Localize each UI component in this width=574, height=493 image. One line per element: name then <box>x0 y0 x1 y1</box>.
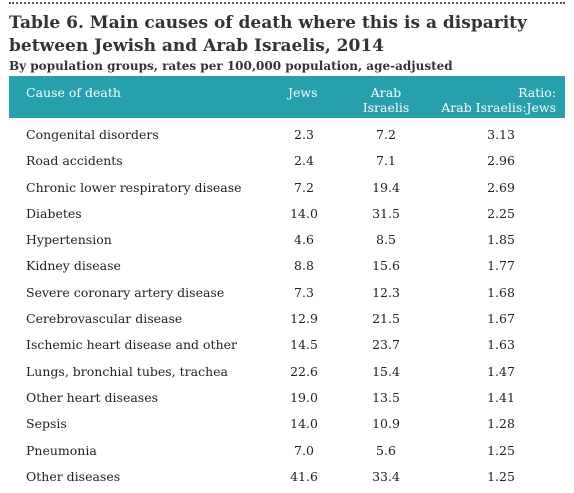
column-header-cause: Cause of death <box>26 85 121 100</box>
cell-ratio: 2.96 <box>487 153 515 169</box>
cell-jews-rate: 41.6 <box>290 468 318 484</box>
table-row: Other diseases 41.6 33.4 1.25 <box>9 463 565 489</box>
cell-ratio: 1.41 <box>487 389 515 405</box>
cell-ratio: 1.25 <box>487 468 515 484</box>
cell-cause: Ischemic heart disease and other <box>26 337 237 353</box>
cell-jews-rate: 12.9 <box>290 311 318 327</box>
cell-jews-rate: 2.4 <box>294 153 314 169</box>
table-row: Ischemic heart disease and other 14.5 23.7… <box>9 331 565 357</box>
cell-ratio: 3.13 <box>487 127 515 142</box>
cell-jews-rate: 7.2 <box>294 179 314 195</box>
cell-ratio: 1.25 <box>487 442 515 458</box>
cell-jews-rate: 14.0 <box>290 205 318 221</box>
cell-cause: Kidney disease <box>26 258 121 274</box>
cell-arab-rate: 15.6 <box>372 258 400 274</box>
cell-arab-rate: 5.6 <box>376 442 396 458</box>
column-header-arab-line1: Arab <box>370 85 402 100</box>
cell-arab-rate: 7.2 <box>376 127 396 142</box>
column-header-arab-israelis: Arab Israelis <box>360 85 412 115</box>
table-body: Congenital disorders 2.3 7.2 3.13 Road accid… <box>9 121 565 489</box>
cell-arab-rate: 7.1 <box>376 153 396 169</box>
cell-cause: Hypertension <box>26 232 112 248</box>
column-header-arab-line2: Israelis <box>362 100 410 115</box>
table-row: Hypertension 4.6 8.5 1.85 <box>9 226 565 252</box>
cell-ratio: 1.67 <box>487 311 515 327</box>
cell-ratio: 1.77 <box>487 258 515 274</box>
cell-cause: Other heart diseases <box>26 389 159 405</box>
cell-jews-rate: 4.6 <box>294 232 314 248</box>
cell-arab-rate: 10.9 <box>372 416 400 432</box>
cell-jews-rate: 14.0 <box>290 416 318 432</box>
cell-arab-rate: 33.4 <box>372 468 400 484</box>
table-row: Other heart diseases 19.0 13.5 1.41 <box>9 384 565 410</box>
cell-arab-rate: 8.5 <box>376 232 396 248</box>
table-row: Congenital disorders 2.3 7.2 3.13 <box>9 121 565 147</box>
table-row: Pneumonia 7.0 5.6 1.25 <box>9 437 565 463</box>
table-subtitle: By population groups, rates per 100,000 … <box>9 59 453 73</box>
cell-arab-rate: 31.5 <box>372 205 400 221</box>
cell-ratio: 1.28 <box>487 416 515 432</box>
cell-arab-rate: 21.5 <box>372 311 400 327</box>
cell-cause: Congenital disorders <box>26 127 159 142</box>
column-header-ratio-line2: Arab Israelis:Jews <box>441 100 556 115</box>
cell-jews-rate: 7.0 <box>294 442 314 458</box>
cell-ratio: 1.47 <box>487 363 515 379</box>
cell-jews-rate: 2.3 <box>294 127 314 142</box>
cell-cause: Cerebrovascular disease <box>26 311 183 327</box>
table-row: Road accidents 2.4 7.1 2.96 <box>9 147 565 173</box>
column-header-ratio: Ratio: Arab Israelis:Jews <box>441 85 556 115</box>
top-dotted-divider <box>9 2 565 4</box>
table-row: Kidney disease 8.8 15.6 1.77 <box>9 252 565 278</box>
table-row: Lungs, bronchial tubes, trachea 22.6 15.4 1… <box>9 358 565 384</box>
cell-arab-rate: 19.4 <box>372 179 400 195</box>
cell-ratio: 1.85 <box>487 232 515 248</box>
cell-jews-rate: 19.0 <box>290 389 318 405</box>
cell-cause: Road accidents <box>26 153 123 169</box>
column-header-jews: Jews <box>288 85 318 100</box>
table-row: Cerebrovascular disease 12.9 21.5 1.67 <box>9 305 565 331</box>
column-header-ratio-line1: Ratio: <box>518 85 556 100</box>
table-title: Table 6. Main causes of death where this… <box>9 13 527 56</box>
cell-arab-rate: 13.5 <box>372 389 400 405</box>
cell-jews-rate: 8.8 <box>294 258 314 274</box>
cell-jews-rate: 22.6 <box>290 363 318 379</box>
cell-jews-rate: 7.3 <box>294 284 314 300</box>
cell-arab-rate: 12.3 <box>372 284 400 300</box>
table-row: Severe coronary artery disease 7.3 12.3 1.6… <box>9 279 565 305</box>
cell-cause: Sepsis <box>26 416 67 432</box>
cell-arab-rate: 23.7 <box>372 337 400 353</box>
table-row: Chronic lower respiratory disease 7.2 19.4… <box>9 174 565 200</box>
table-row: Diabetes 14.0 31.5 2.25 <box>9 200 565 226</box>
cell-ratio: 2.25 <box>487 205 515 221</box>
cell-cause: Pneumonia <box>26 442 97 458</box>
cell-cause: Other diseases <box>26 468 121 484</box>
cell-ratio: 1.68 <box>487 284 515 300</box>
cell-cause: Lungs, bronchial tubes, trachea <box>26 363 228 379</box>
cell-cause: Chronic lower respiratory disease <box>26 179 242 195</box>
cell-ratio: 2.69 <box>487 179 515 195</box>
cell-jews-rate: 14.5 <box>290 337 318 353</box>
table-row: Sepsis 14.0 10.9 1.28 <box>9 410 565 436</box>
cell-arab-rate: 15.4 <box>372 363 400 379</box>
cell-cause: Diabetes <box>26 205 82 221</box>
cell-cause: Severe coronary artery disease <box>26 284 225 300</box>
cell-ratio: 1.63 <box>487 337 515 353</box>
table-header-row: Cause of death Jews Arab Israelis Ratio:… <box>9 76 565 118</box>
